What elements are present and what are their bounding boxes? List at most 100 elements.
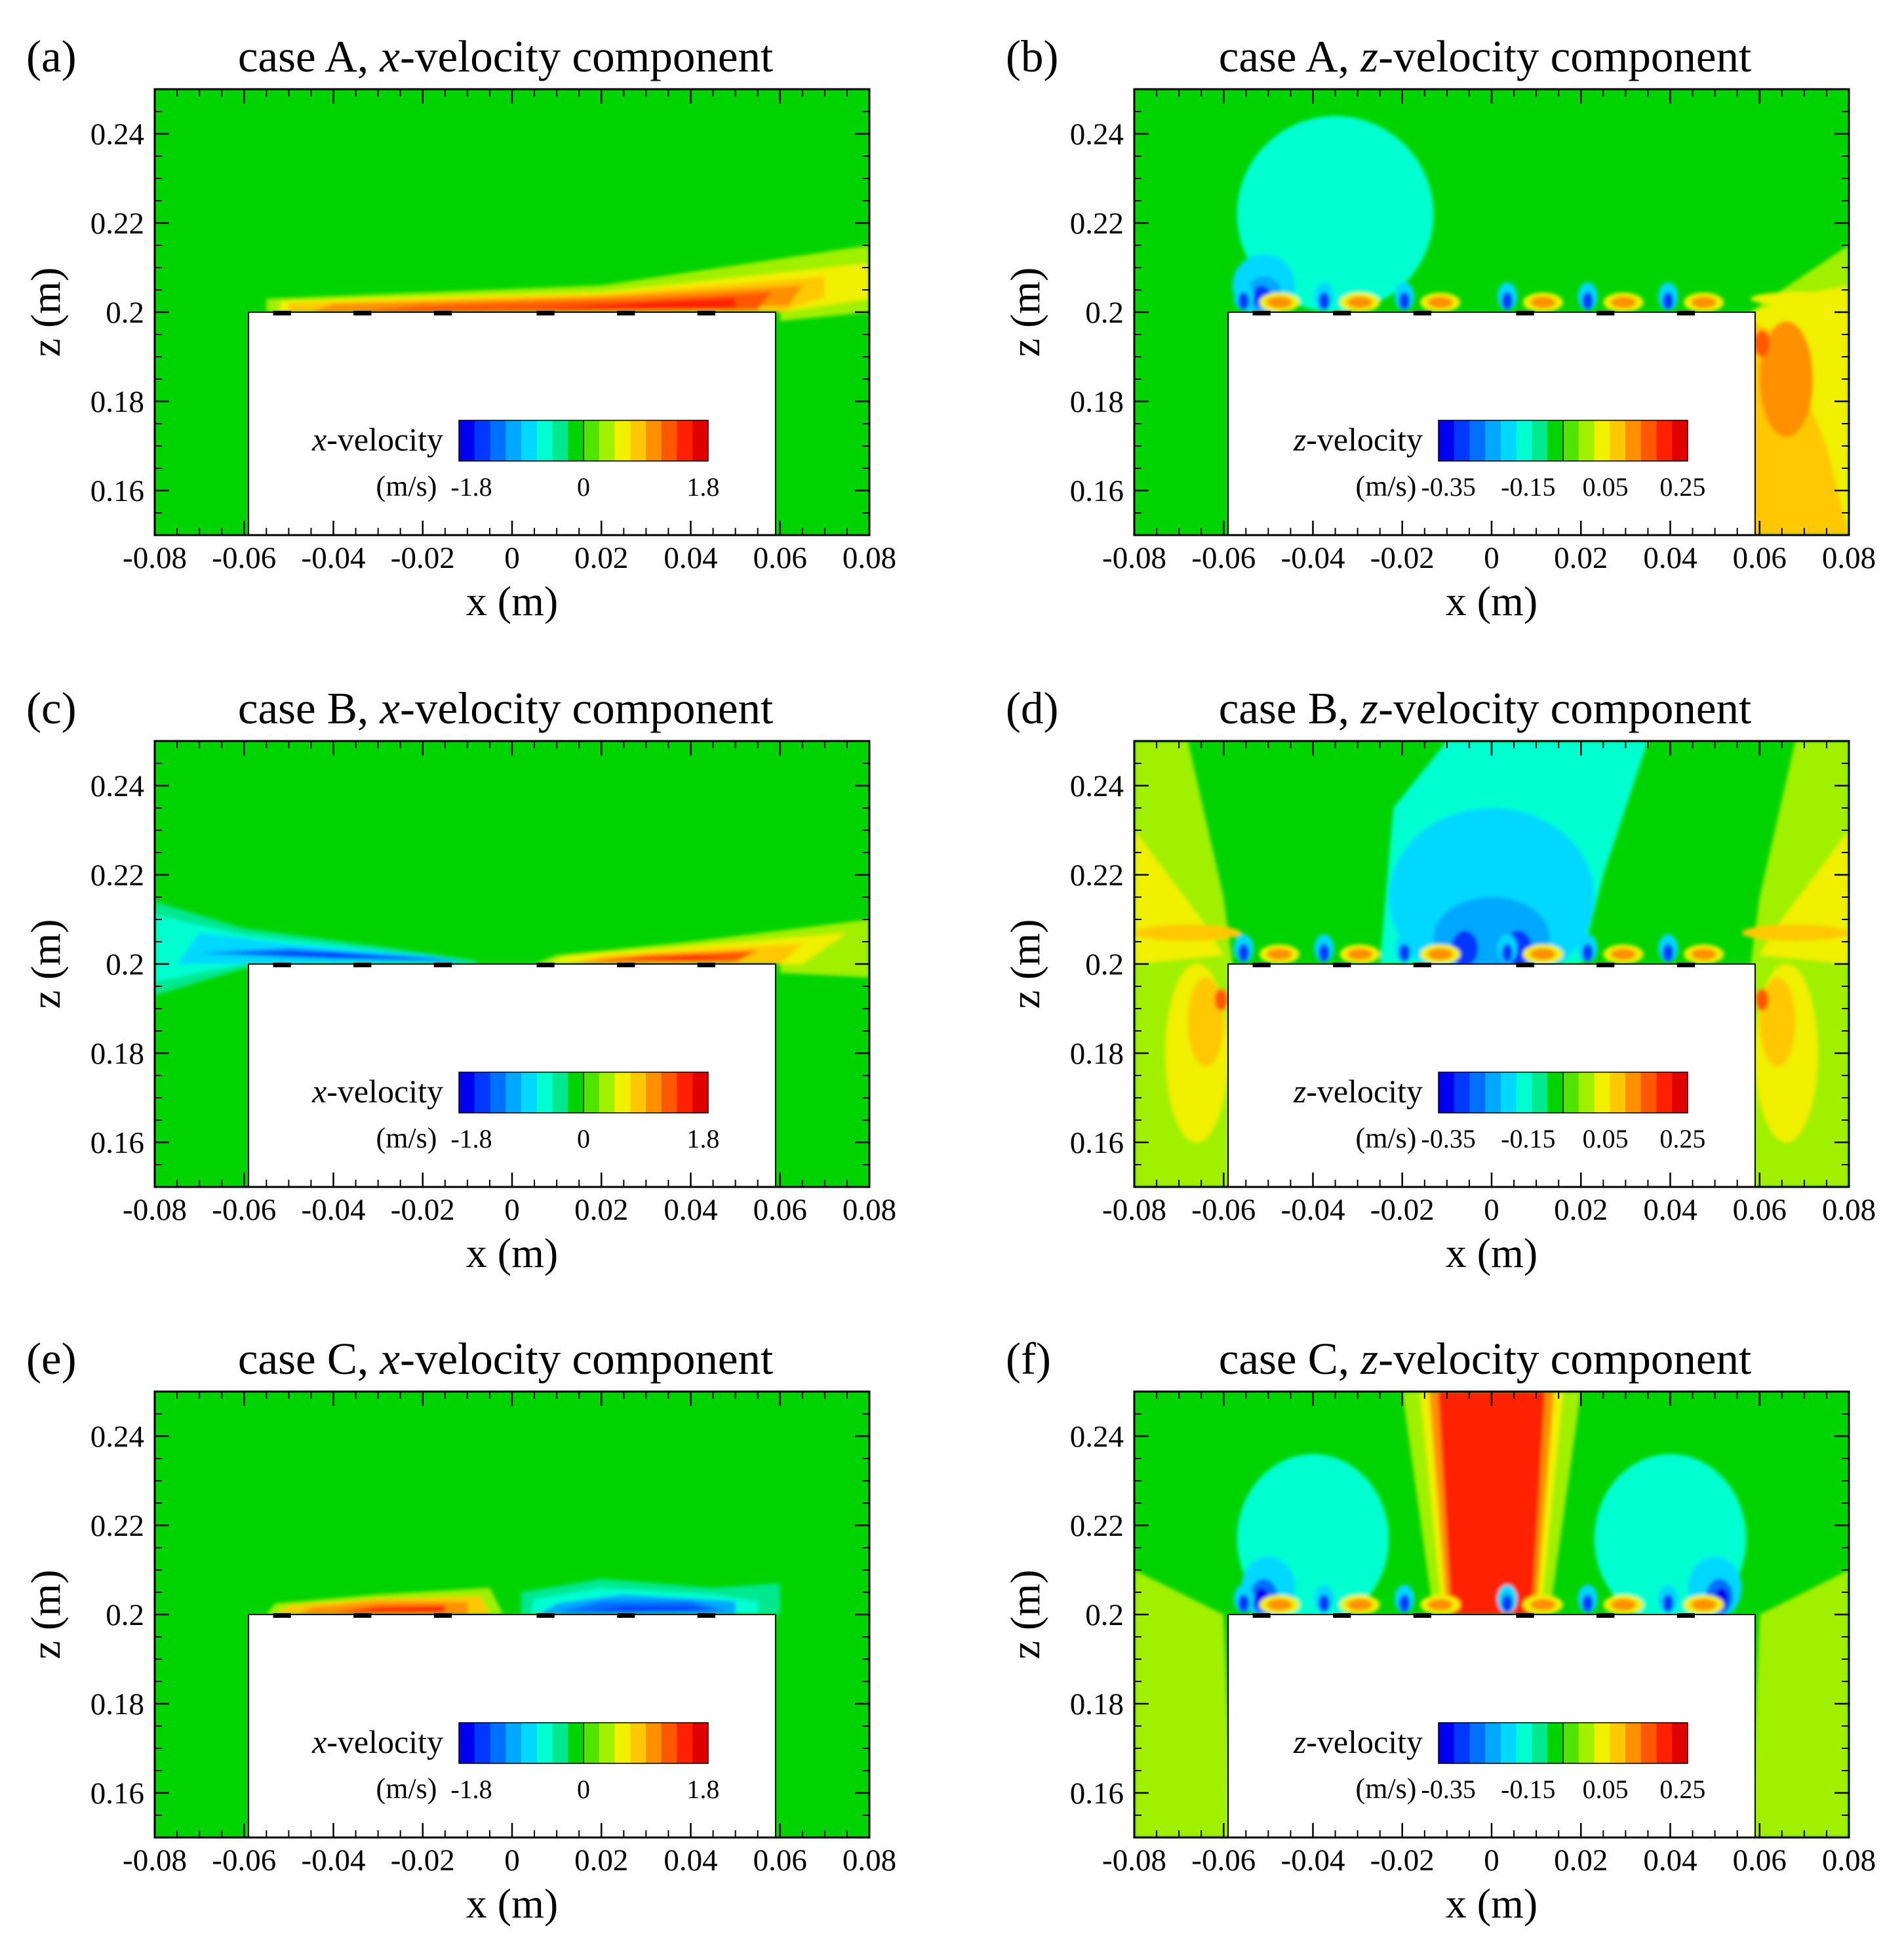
- colorbar-swatch: [1485, 1072, 1501, 1113]
- x-tick-label: 0.02: [1554, 541, 1608, 575]
- colorbar-swatch: [630, 1072, 646, 1113]
- colorbar-tick-label: 0: [577, 1775, 590, 1804]
- colorbar-swatch: [646, 420, 662, 461]
- colorbar-tick-label: 1.8: [686, 472, 719, 502]
- x-tick-label: -0.02: [391, 1193, 455, 1227]
- colorbar-unit: (m/s): [376, 1773, 437, 1805]
- colorbar-swatch: [536, 1072, 553, 1113]
- colorbar: x-velocity (m/s) -1.8 0 1.8: [311, 1722, 719, 1805]
- colorbar-title: x-velocity: [311, 1073, 443, 1110]
- vortex-cool-core: [1662, 1594, 1674, 1613]
- colorbar-title: x-velocity: [311, 421, 443, 458]
- y-tick-label: 0.24: [1070, 1420, 1124, 1454]
- colorbar-tick-label: 0: [577, 472, 590, 502]
- panel-label: (a): [26, 31, 77, 81]
- x-tick-label: -0.08: [123, 1843, 187, 1877]
- y-tick-label: 0.22: [1070, 858, 1124, 893]
- colorbar-swatch: [490, 1072, 506, 1113]
- x-tick-label: 0.02: [1554, 1843, 1608, 1877]
- y-tick-label: 0.16: [1070, 474, 1124, 508]
- vortex-warm-core: [1267, 948, 1292, 960]
- colorbar-swatch: [584, 1723, 600, 1763]
- contour-field: [1134, 89, 1849, 535]
- x-axis-title: x (m): [466, 1880, 558, 1927]
- x-tick-label: -0.08: [1102, 1193, 1166, 1227]
- vortex-plume: [1241, 156, 1358, 281]
- contour-field: [1134, 1392, 1849, 1837]
- colorbar-swatch: [459, 420, 475, 461]
- vortex-warm-core: [1347, 948, 1373, 960]
- colorbar-swatch: [584, 420, 600, 461]
- colorbar-swatch: [584, 1072, 600, 1113]
- x-tick-label: 0.08: [1822, 1843, 1876, 1877]
- colorbar-swatch: [1454, 1723, 1470, 1763]
- vortex-cool-core: [1501, 292, 1513, 310]
- colorbar-swatch: [506, 1723, 522, 1763]
- colorbar-swatch: [552, 420, 568, 461]
- x-tick-label: -0.02: [391, 541, 455, 575]
- contour-field: [155, 1392, 869, 1837]
- x-tick-label: 0.02: [574, 1843, 628, 1877]
- nozzle-marker: [617, 963, 635, 967]
- colorbar-tick-label: 0: [577, 1124, 590, 1154]
- jet-layer: [512, 298, 736, 310]
- colorbar: z-velocity (m/s) -0.35 -0.15 0.05 0.25: [1293, 1072, 1705, 1154]
- nozzle-marker: [353, 963, 372, 967]
- colorbar-unit: (m/s): [1356, 1122, 1417, 1154]
- contour-layers: [266, 1578, 780, 1615]
- x-tick-label: 0.08: [843, 541, 896, 575]
- solid-body-outline: [1227, 1614, 1756, 1837]
- colorbar-swatch: [1454, 420, 1470, 461]
- colorbar-swatch: [459, 1072, 475, 1113]
- x-tick-label: -0.06: [212, 1193, 276, 1227]
- vortex-cool-core: [1582, 292, 1593, 310]
- vortex-cool-core: [1398, 292, 1410, 310]
- nozzle-marker: [1413, 1613, 1432, 1618]
- x-tick-label: 0.04: [1643, 1193, 1697, 1227]
- vortex-warm-core: [1691, 296, 1716, 308]
- colorbar-swatch: [1469, 1072, 1486, 1113]
- x-tick-label: -0.02: [1370, 1193, 1435, 1227]
- colorbar-swatch: [552, 1723, 568, 1763]
- y-tick-label: 0.22: [90, 858, 144, 893]
- nozzle-marker: [536, 311, 555, 315]
- colorbar-swatch: [692, 1072, 709, 1113]
- colorbar-tick-label: -0.15: [1501, 472, 1555, 502]
- colorbar-swatch: [1610, 420, 1626, 461]
- y-axis-title: z (m): [1002, 919, 1048, 1009]
- side-region: [1214, 988, 1229, 1011]
- x-tick-label: 0.06: [753, 1193, 807, 1227]
- nozzle-marker: [617, 311, 635, 315]
- vortex-cool-core: [1582, 944, 1593, 962]
- colorbar-swatch: [1563, 420, 1579, 461]
- colorbar-swatch: [568, 1723, 584, 1763]
- colorbar-swatch: [614, 1072, 631, 1113]
- x-tick-label: 0.08: [1822, 541, 1876, 575]
- wake-region: [1759, 321, 1814, 437]
- x-tick-label: 0.08: [843, 1843, 896, 1877]
- x-tick-label: -0.06: [1191, 1843, 1256, 1877]
- x-tick-label: 0: [504, 1843, 520, 1877]
- y-tick-label: 0.2: [106, 948, 144, 982]
- y-axis-title: z (m): [22, 268, 69, 357]
- y-axis-title: z (m): [1002, 268, 1048, 357]
- x-tick-label: -0.08: [123, 1193, 187, 1227]
- vortex-cool-core: [1238, 292, 1250, 310]
- panel-title: case C, x-velocity component: [238, 1334, 773, 1384]
- nozzle-marker: [536, 1613, 555, 1618]
- nozzle-marker: [433, 963, 452, 967]
- colorbar-swatch: [692, 420, 709, 461]
- x-tick-label: 0.06: [1733, 541, 1787, 575]
- colorbar-tick-label: 0.25: [1659, 472, 1705, 502]
- x-tick-label: -0.08: [1102, 1843, 1166, 1877]
- nozzle-marker: [1333, 963, 1351, 967]
- colorbar-swatch: [552, 1072, 568, 1113]
- x-tick-label: -0.04: [1281, 1193, 1345, 1227]
- colorbar-swatch: [1610, 1723, 1626, 1763]
- colorbar-tick-label: 0.05: [1583, 472, 1629, 502]
- vortex-warm-core: [1610, 296, 1636, 308]
- panel-label: (c): [26, 683, 77, 733]
- x-tick-label: -0.06: [212, 1843, 276, 1877]
- contour-layers: [1134, 1392, 1849, 1837]
- panel-label: (f): [1006, 1334, 1051, 1384]
